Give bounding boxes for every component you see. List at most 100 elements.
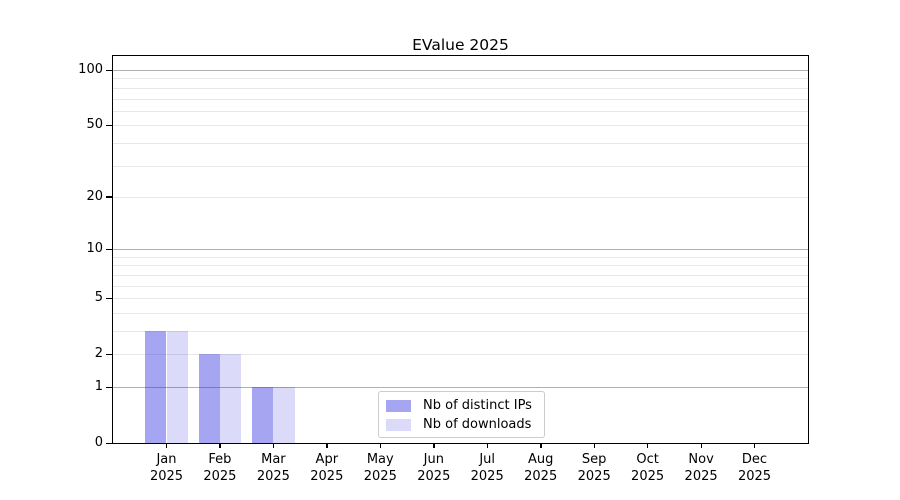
y-axis-tick — [106, 196, 112, 198]
y-gridline-minor — [113, 274, 808, 276]
bar-downloads — [219, 354, 242, 443]
y-axis-tick — [106, 297, 112, 300]
plot-area — [112, 55, 809, 444]
bar-distinct-ips — [198, 354, 220, 443]
x-axis-tick-label: Apr 2025 — [291, 452, 363, 485]
y-gridline-minor — [113, 98, 808, 100]
x-axis-tick-label: May 2025 — [344, 452, 416, 485]
y-axis-tick-label: 20 — [86, 188, 103, 204]
y-gridline-major — [113, 387, 808, 388]
y-axis-tick-label: 10 — [86, 241, 103, 257]
x-axis-year-label: 2025 — [470, 468, 504, 484]
x-axis-month-label: Sep — [581, 452, 607, 467]
x-axis-year-label: 2025 — [684, 468, 718, 484]
bar-distinct-ips — [145, 331, 167, 443]
x-axis-tick-label: Feb 2025 — [184, 452, 256, 485]
legend-item: Nb of distinct IPs — [386, 396, 538, 416]
legend-label: Nb of distinct IPs — [423, 397, 532, 413]
y-axis-tick-label: 2 — [94, 346, 103, 362]
x-axis-tick — [593, 444, 596, 448]
x-axis-tick — [326, 444, 328, 448]
x-axis-tick-label: Jul 2025 — [451, 452, 523, 485]
x-axis-tick — [486, 444, 489, 448]
x-axis-month-label: Nov — [688, 452, 714, 467]
y-gridline-minor — [113, 125, 808, 127]
legend-label: Nb of downloads — [423, 417, 532, 433]
y-gridline-minor — [113, 354, 808, 356]
y-axis-tick — [106, 442, 112, 444]
x-axis-tick-label: Mar 2025 — [237, 452, 309, 485]
x-axis-tick — [700, 444, 702, 448]
x-axis-year-label: 2025 — [577, 468, 611, 484]
x-axis-year-label: 2025 — [256, 468, 290, 484]
x-axis-tick-label: Aug 2025 — [505, 452, 577, 485]
x-axis-month-label: Oct — [636, 452, 659, 467]
x-axis-year-label: 2025 — [363, 468, 397, 484]
x-axis-tick — [433, 444, 435, 448]
y-gridline-minor — [113, 165, 808, 167]
y-axis-tick-label: 1 — [94, 379, 103, 394]
y-gridline-minor — [113, 265, 808, 267]
legend-swatch-distinct-ips — [386, 399, 411, 412]
x-axis-tick — [219, 444, 221, 448]
legend: Nb of distinct IPs Nb of downloads — [378, 391, 545, 438]
y-gridline-minor — [113, 331, 808, 332]
x-axis-tick-label: Nov 2025 — [665, 452, 737, 485]
y-gridline-minor — [113, 78, 808, 80]
x-axis-tick — [754, 444, 756, 448]
x-axis-year-label: 2025 — [203, 468, 237, 484]
chart-title: EValue 2025 — [412, 36, 509, 54]
bar-downloads — [273, 387, 295, 443]
x-axis-month-label: Feb — [208, 452, 232, 467]
x-axis-tick — [647, 444, 649, 448]
x-axis-tick-label: Jan 2025 — [131, 452, 203, 485]
x-axis-tick — [540, 444, 542, 448]
y-axis-tick — [106, 386, 112, 388]
y-axis-tick-label: 100 — [78, 62, 103, 77]
y-gridline-minor — [113, 196, 808, 198]
gridlines-layer — [113, 56, 808, 443]
x-axis-year-label: 2025 — [149, 468, 184, 484]
y-gridline-minor — [113, 285, 808, 287]
y-axis-tick — [106, 69, 112, 71]
x-axis-year-label: 2025 — [631, 468, 665, 484]
x-axis-month-label: Aug — [527, 452, 554, 467]
x-axis-year-label: 2025 — [310, 468, 344, 484]
x-axis-month-label: Jun — [423, 452, 444, 467]
y-gridline-minor — [113, 298, 808, 300]
y-axis-tick — [106, 124, 112, 127]
x-axis-tick — [272, 444, 275, 448]
x-axis-month-label: Mar — [261, 452, 286, 467]
x-axis-tick — [166, 444, 168, 448]
x-axis-month-label: Dec — [741, 452, 768, 467]
y-axis-tick — [106, 248, 112, 251]
x-axis-tick-label: Sep 2025 — [558, 452, 630, 485]
y-gridline-minor — [113, 142, 808, 144]
x-axis-year-label: 2025 — [417, 468, 451, 484]
y-axis-tick — [106, 353, 112, 356]
legend-item: Nb of downloads — [386, 416, 538, 436]
x-axis-month-label: Jul — [479, 452, 496, 467]
x-axis-tick — [379, 444, 382, 448]
x-axis-month-label: Jan — [156, 452, 177, 467]
y-gridline-minor — [113, 110, 808, 112]
x-axis-tick-label: Dec 2025 — [719, 452, 791, 485]
y-gridline-minor — [113, 87, 808, 89]
bar-downloads — [166, 331, 188, 443]
y-gridline-major — [113, 70, 808, 71]
x-axis-year-label: 2025 — [737, 468, 772, 484]
x-axis-month-label: May — [366, 452, 394, 467]
bar-distinct-ips — [252, 387, 274, 443]
x-axis-tick-label: Jun 2025 — [398, 452, 470, 485]
x-axis-month-label: Apr — [315, 452, 339, 467]
y-gridline-minor — [113, 256, 808, 258]
legend-swatch-downloads — [386, 419, 411, 432]
y-axis-tick-label: 5 — [94, 290, 103, 306]
y-axis-tick-label: 0 — [94, 435, 103, 450]
x-axis-year-label: 2025 — [524, 468, 558, 484]
y-gridline-minor — [113, 312, 808, 314]
bars-layer — [113, 56, 808, 443]
y-axis-tick-label: 50 — [86, 117, 103, 133]
y-gridline-major — [113, 249, 808, 251]
